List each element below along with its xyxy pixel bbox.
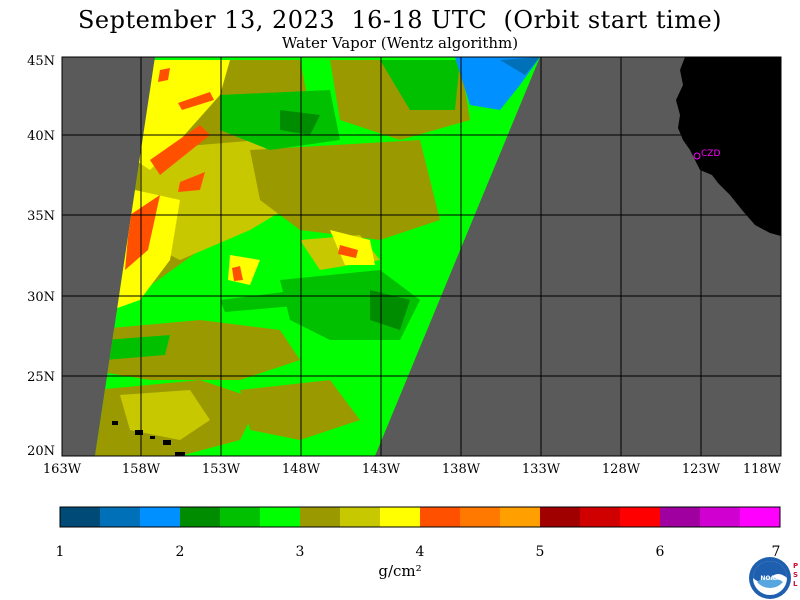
lat-label: 40N [27,129,55,144]
lon-label: 118W [743,462,782,477]
lon-label: 128W [602,462,641,477]
colorbar-swatch [700,507,741,527]
colorbar-unit-label: g/cm² [378,562,422,580]
colorbar-swatch [260,507,301,527]
latitude-axis: 45N 40N 35N 30N 25N 20N [27,54,55,459]
colorbar-swatch [140,507,181,527]
lon-label: 123W [682,462,721,477]
colorbar-ticks: 1 2 3 4 5 6 7 [56,544,781,560]
lon-label: 143W [362,462,401,477]
lon-label: 138W [442,462,481,477]
hawaiian-islands [112,421,185,456]
colorbar-swatch [180,507,221,527]
north-america-land [676,57,781,236]
colorbar-swatch [340,507,381,527]
noaa-logo-text: NOAA [760,575,780,582]
lon-label: 163W [43,462,82,477]
colorbar-tick-label: 2 [176,544,185,560]
lon-label: 133W [522,462,561,477]
colorbar-swatch [380,507,421,527]
colorbar-swatch [740,507,781,527]
lat-label: 20N [27,444,55,459]
colorbar-frame [59,506,781,528]
map-title: September 13, 2023 16-18 UTC (Orbit star… [77,6,723,34]
colorbar-swatch [540,507,581,527]
map-gridlines [62,57,781,456]
lat-label: 30N [27,290,55,305]
colorbar-tick-label: 6 [656,544,665,560]
lat-label: 35N [27,209,55,224]
station-label: CZD [701,149,720,159]
colorbar-swatch [580,507,621,527]
psl-letter: P [793,562,799,570]
map-subtitle: Water Vapor (Wentz algorithm) [281,34,519,52]
colorbar-tick-label: 1 [56,544,65,560]
colorbar-swatch [100,507,141,527]
colorbar-swatch [60,507,101,527]
longitude-axis: 163W 158W 153W 148W 143W 138W 133W 128W … [43,462,782,477]
station-marker [693,152,701,160]
lon-label: 148W [282,462,321,477]
colorbar-tick-label: 7 [772,544,781,560]
map-frame [61,56,782,457]
lat-label: 45N [27,54,55,69]
lat-label: 25N [27,370,55,385]
colorbar-swatch [300,507,341,527]
psl-letter: S [793,571,799,579]
colorbar-swatch [620,507,661,527]
lon-label: 158W [122,462,161,477]
colorbar-tick-label: 5 [536,544,545,560]
colorbar-swatch [460,507,501,527]
colorbar-swatch [420,507,461,527]
colorbar-swatch [660,507,701,527]
colorbar-swatch [500,507,541,527]
noaa-logo: NOAA [749,557,791,599]
colorbar-swatch [220,507,261,527]
colorbar-tick-label: 3 [296,544,305,560]
psl-letter: L [793,580,798,588]
colorbar [60,507,781,527]
colorbar-tick-label: 4 [416,544,425,560]
lon-label: 153W [202,462,241,477]
